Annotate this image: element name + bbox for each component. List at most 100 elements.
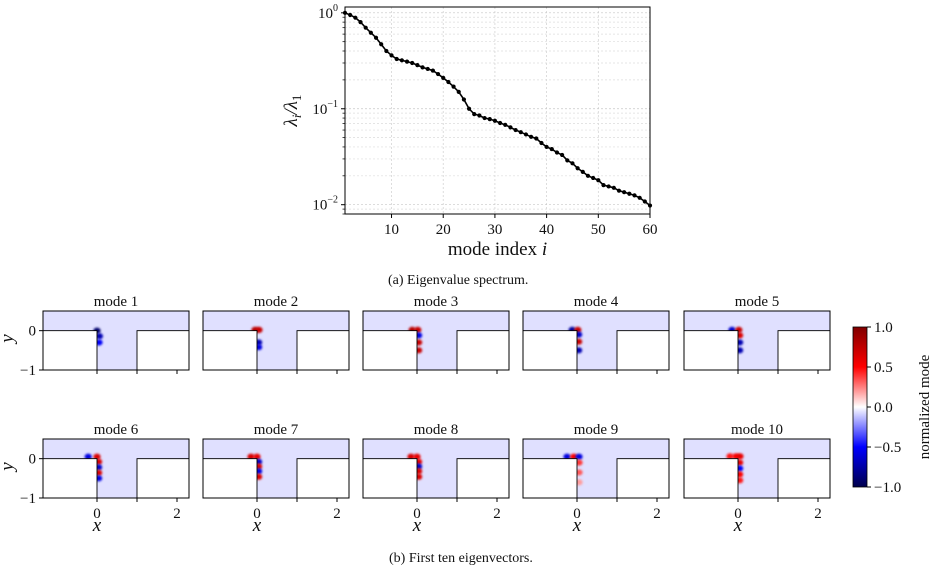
spectrum-point: [570, 161, 575, 166]
mode-axes-frame: [202, 438, 350, 499]
mode-x-tick-label: 0: [93, 506, 101, 522]
mode-panel: mode 1 0 −1 y: [0, 294, 190, 379]
spectrum-y-tick-label: 100: [318, 3, 338, 22]
spectrum-point: [549, 146, 554, 152]
colorbar-gradient: [852, 326, 868, 488]
spectrum-point: [534, 136, 539, 141]
spectrum-point: [508, 125, 513, 130]
mode-x-tick-label: 2: [814, 506, 822, 522]
mode-panel: mode 5: [683, 294, 831, 374]
spectrum-point: [554, 150, 560, 155]
mode-axes-frame: [202, 310, 350, 371]
mode-left-block: [202, 458, 258, 499]
mode-title: mode 2: [254, 294, 299, 310]
spectrum-point: [487, 117, 492, 122]
mode-axes-frame: [42, 310, 190, 371]
mode-x-tick-label: 2: [173, 506, 181, 522]
mode-y-tick-label: −1: [20, 491, 36, 507]
mode-left-block: [683, 330, 739, 371]
spectrum-point: [389, 53, 394, 58]
mode-panel: mode 2: [202, 294, 350, 374]
mode-axes-frame: [522, 438, 670, 499]
spectrum-point: [632, 193, 637, 198]
mode-x-label: x: [252, 515, 262, 536]
mode-x-tick-label: 2: [333, 506, 341, 522]
spectrum-point: [503, 122, 508, 127]
mode-panel: mode 3: [362, 294, 510, 374]
spectrum-point: [461, 97, 466, 102]
spectrum-point: [616, 188, 622, 193]
mode-y-tick-label: 0: [29, 324, 37, 340]
spectrum-points: [342, 10, 653, 208]
mode-y-tick-label: 0: [29, 452, 37, 468]
spectrum-point: [353, 15, 358, 20]
mode-left-block: [362, 330, 418, 371]
mode-right-block: [777, 458, 831, 499]
spectrum-point: [399, 58, 404, 63]
colorbar-ticks: 1.0 0.5 0.0 −0.5 −1.0: [867, 320, 901, 496]
colorbar-tick-label: −0.5: [874, 440, 901, 456]
eigenvalue-spectrum-chart: 10 20 30 40 50 60 100 10−1 10−2 mode index i λi…: [281, 3, 658, 260]
spectrum-point: [518, 130, 523, 135]
mode-x-label: x: [412, 515, 422, 536]
colorbar-label: normalized mode: [917, 354, 933, 459]
mode-title: mode 6: [94, 422, 139, 438]
spectrum-point: [591, 175, 596, 181]
spectrum-point: [560, 152, 565, 158]
mode-right-block: [296, 458, 350, 499]
mode-title: mode 7: [254, 422, 299, 438]
mode-left-block: [42, 330, 98, 371]
spectrum-y-tick-label: 10−1: [312, 99, 338, 118]
mode-panel: mode 10 0 2 x: [683, 422, 831, 536]
spectrum-y-ticks: 100 10−1 10−2: [312, 3, 345, 215]
spectrum-point: [373, 35, 379, 40]
spectrum-x-tick-label: 20: [436, 222, 451, 238]
spectrum-point: [466, 106, 472, 111]
spectrum-point: [544, 144, 549, 150]
spectrum-point: [497, 120, 503, 126]
spectrum-x-tick-label: 10: [384, 222, 399, 238]
spectrum-point: [482, 115, 487, 121]
spectrum-point: [637, 195, 642, 200]
mode-x-tick-label: 2: [653, 506, 661, 522]
mode-y-tick-label: −1: [20, 363, 36, 379]
spectrum-point: [523, 132, 529, 137]
mode-blob: [95, 333, 103, 340]
mode-panel: mode 7 0 2 x: [202, 422, 350, 536]
mode-blob: [736, 453, 744, 460]
mode-x-tick-label: 0: [573, 506, 581, 522]
spectrum-point: [441, 75, 446, 80]
spectrum-x-label: mode index i: [448, 239, 547, 260]
mode-title: mode 4: [574, 294, 619, 310]
spectrum-point: [622, 190, 627, 195]
colorbar-tick-label: −1.0: [874, 480, 901, 496]
spectrum-point: [585, 173, 591, 178]
spectrum-y-tick-label: 10−2: [312, 195, 338, 214]
mode-title: mode 9: [574, 422, 619, 438]
mode-title: mode 3: [414, 294, 459, 310]
spectrum-point: [642, 199, 647, 204]
mode-left-block: [42, 458, 98, 499]
mode-panel: mode 8 0 2 x: [362, 422, 510, 536]
mode-x-tick-label: 0: [734, 506, 742, 522]
mode-panel: mode 60−1y02x: [0, 422, 190, 536]
mode-right-block: [616, 458, 670, 499]
spectrum-point: [394, 56, 399, 62]
spectrum-point: [611, 185, 616, 190]
spectrum-point: [415, 63, 420, 68]
caption-b: (b) First ten eigenvectors.: [389, 551, 533, 566]
spectrum-point: [472, 111, 477, 117]
mode-left-block: [362, 458, 418, 499]
mode-x-label: x: [572, 515, 582, 536]
spectrum-point: [451, 84, 456, 89]
spectrum-point: [358, 20, 363, 25]
spectrum-axes-frame: [344, 6, 651, 215]
mode-x-tick-label: 0: [253, 506, 261, 522]
caption-a: (a) Eigenvalue spectrum.: [388, 273, 529, 288]
spectrum-point: [425, 66, 430, 72]
spectrum-point: [565, 158, 570, 163]
spectrum-point: [435, 71, 441, 77]
spectrum-point: [430, 68, 435, 73]
mode-title: mode 5: [735, 294, 780, 310]
